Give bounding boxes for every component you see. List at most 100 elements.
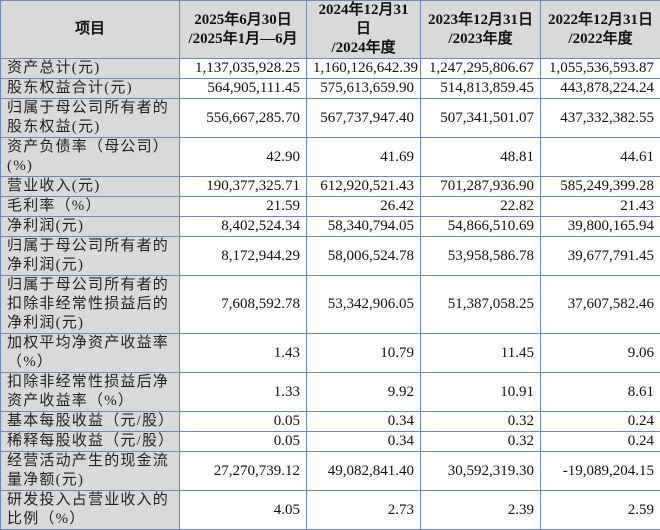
header-date: 2023年12月31日 [428, 12, 533, 28]
cell-value: 42.90 [180, 138, 307, 177]
table-row-debt-ratio: 资产负债率（母公司）(%) 42.90 41.69 48.81 44.61 [1, 138, 660, 177]
cell-value: 9.06 [541, 334, 660, 373]
header-2023: 2023年12月31日/2023年度 [421, 1, 541, 59]
table-row-rd-ratio: 研发投入占营业收入的比例（%） 4.05 2.73 2.39 2.59 [1, 491, 660, 530]
table-row-basic-eps: 基本每股收益（元/股） 0.05 0.34 0.32 0.24 [1, 412, 660, 432]
row-label: 资产负债率（母公司）(%) [1, 138, 180, 177]
cell-value: 567,737,947.40 [307, 99, 421, 138]
cell-value: 1,055,536,593.87 [541, 59, 660, 79]
header-2024: 2024年12月31日/2024年度 [307, 1, 421, 59]
header-period: /2024年度 [331, 40, 395, 56]
cell-value: 0.32 [421, 432, 541, 452]
table-row-shareholders-equity: 股东权益合计(元) 564,905,111.45 575,613,659.90 … [1, 79, 660, 99]
cell-value: 585,249,399.28 [541, 177, 660, 197]
row-label: 经营活动产生的现金流量净额(元) [1, 452, 180, 491]
table-row-parent-net-profit: 归属于母公司所有者的净利润(元) 8,172,944.29 58,006,524… [1, 237, 660, 276]
cell-value: 44.61 [541, 138, 660, 177]
cell-value: 21.43 [541, 197, 660, 217]
cell-value: 701,287,936.90 [421, 177, 541, 197]
cell-value: 514,813,859.45 [421, 79, 541, 99]
row-label: 归属于母公司所有者的扣除非经常性损益后的净利润(元) [1, 276, 180, 334]
row-label: 毛利率（%） [1, 197, 180, 217]
cell-value: 0.05 [180, 432, 307, 452]
table-row-weighted-roe: 加权平均净资产收益率（%） 1.43 10.79 11.45 9.06 [1, 334, 660, 373]
cell-value: 41.69 [307, 138, 421, 177]
cell-value: 9.92 [307, 373, 421, 412]
cell-value: 39,800,165.94 [541, 217, 660, 237]
cell-value: -19,089,204.15 [541, 452, 660, 491]
header-period: /2025年1月—6月 [188, 31, 297, 47]
cell-value: 0.34 [307, 432, 421, 452]
header-period: /2023年度 [448, 31, 512, 47]
row-label: 资产总计(元) [1, 59, 180, 79]
cell-value: 575,613,659.90 [307, 79, 421, 99]
header-item: 项目 [1, 1, 180, 59]
cell-value: 1,137,035,928.25 [180, 59, 307, 79]
cell-value: 21.59 [180, 197, 307, 217]
row-label: 加权平均净资产收益率（%） [1, 334, 180, 373]
cell-value: 48.81 [421, 138, 541, 177]
cell-value: 443,878,224.24 [541, 79, 660, 99]
cell-value: 37,607,582.46 [541, 276, 660, 334]
cell-value: 2.59 [541, 491, 660, 530]
cell-value: 49,082,841.40 [307, 452, 421, 491]
row-label: 归属于母公司所有者的净利润(元) [1, 237, 180, 276]
cell-value: 2.73 [307, 491, 421, 530]
cell-value: 0.24 [541, 432, 660, 452]
header-date: 2024年12月31日 [318, 2, 408, 37]
cell-value: 58,340,794.05 [307, 217, 421, 237]
cell-value: 51,387,058.25 [421, 276, 541, 334]
cell-value: 1,247,295,806.67 [421, 59, 541, 79]
cell-value: 1,160,126,642.39 [307, 59, 421, 79]
cell-value: 437,332,382.55 [541, 99, 660, 138]
row-label: 净利润(元) [1, 217, 180, 237]
header-2022: 2022年12月31日/2022年度 [541, 1, 660, 59]
cell-value: 0.05 [180, 412, 307, 432]
row-label: 研发投入占营业收入的比例（%） [1, 491, 180, 530]
cell-value: 1.33 [180, 373, 307, 412]
cell-value: 1.43 [180, 334, 307, 373]
header-date: 2025年6月30日 [194, 12, 292, 28]
row-label: 股东权益合计(元) [1, 79, 180, 99]
cell-value: 26.42 [307, 197, 421, 217]
table-row-gross-margin: 毛利率（%） 21.59 26.42 22.82 21.43 [1, 197, 660, 217]
row-label: 归属于母公司所有者的股东权益(元) [1, 99, 180, 138]
cell-value: 0.24 [541, 412, 660, 432]
cell-value: 507,341,501.07 [421, 99, 541, 138]
cell-value: 0.32 [421, 412, 541, 432]
cell-value: 7,608,592.78 [180, 276, 307, 334]
table-row-diluted-eps: 稀释每股收益（元/股） 0.05 0.34 0.32 0.24 [1, 432, 660, 452]
cell-value: 54,866,510.69 [421, 217, 541, 237]
cell-value: 8,402,524.34 [180, 217, 307, 237]
cell-value: 30,592,319.30 [421, 452, 541, 491]
row-label: 稀释每股收益（元/股） [1, 432, 180, 452]
row-label: 基本每股收益（元/股） [1, 412, 180, 432]
cell-value: 10.91 [421, 373, 541, 412]
cell-value: 556,667,285.70 [180, 99, 307, 138]
header-2025h1: 2025年6月30日/2025年1月—6月 [180, 1, 307, 59]
header-period: /2022年度 [568, 31, 632, 47]
header-date: 2022年12月31日 [548, 12, 653, 28]
cell-value: 2.39 [421, 491, 541, 530]
cell-value: 22.82 [421, 197, 541, 217]
cell-value: 39,677,791.45 [541, 237, 660, 276]
table-row-operating-cash-flow: 经营活动产生的现金流量净额(元) 27,270,739.12 49,082,84… [1, 452, 660, 491]
cell-value: 564,905,111.45 [180, 79, 307, 99]
table-row-parent-equity: 归属于母公司所有者的股东权益(元) 556,667,285.70 567,737… [1, 99, 660, 138]
row-label: 扣除非经常性损益后净资产收益率（%） [1, 373, 180, 412]
table-row-roe-excl-nonrecurring: 扣除非经常性损益后净资产收益率（%） 1.33 9.92 10.91 8.61 [1, 373, 660, 412]
table-row-parent-net-profit-excl-nonrecurring: 归属于母公司所有者的扣除非经常性损益后的净利润(元) 7,608,592.78 … [1, 276, 660, 334]
cell-value: 612,920,521.43 [307, 177, 421, 197]
table-row-net-profit: 净利润(元) 8,402,524.34 58,340,794.05 54,866… [1, 217, 660, 237]
table-row-revenue: 营业收入(元) 190,377,325.71 612,920,521.43 70… [1, 177, 660, 197]
cell-value: 53,958,586.78 [421, 237, 541, 276]
cell-value: 58,006,524.78 [307, 237, 421, 276]
cell-value: 8.61 [541, 373, 660, 412]
cell-value: 11.45 [421, 334, 541, 373]
table-row-total-assets: 资产总计(元) 1,137,035,928.25 1,160,126,642.3… [1, 59, 660, 79]
cell-value: 8,172,944.29 [180, 237, 307, 276]
cell-value: 4.05 [180, 491, 307, 530]
row-label: 营业收入(元) [1, 177, 180, 197]
header-item-label: 项目 [75, 21, 105, 37]
